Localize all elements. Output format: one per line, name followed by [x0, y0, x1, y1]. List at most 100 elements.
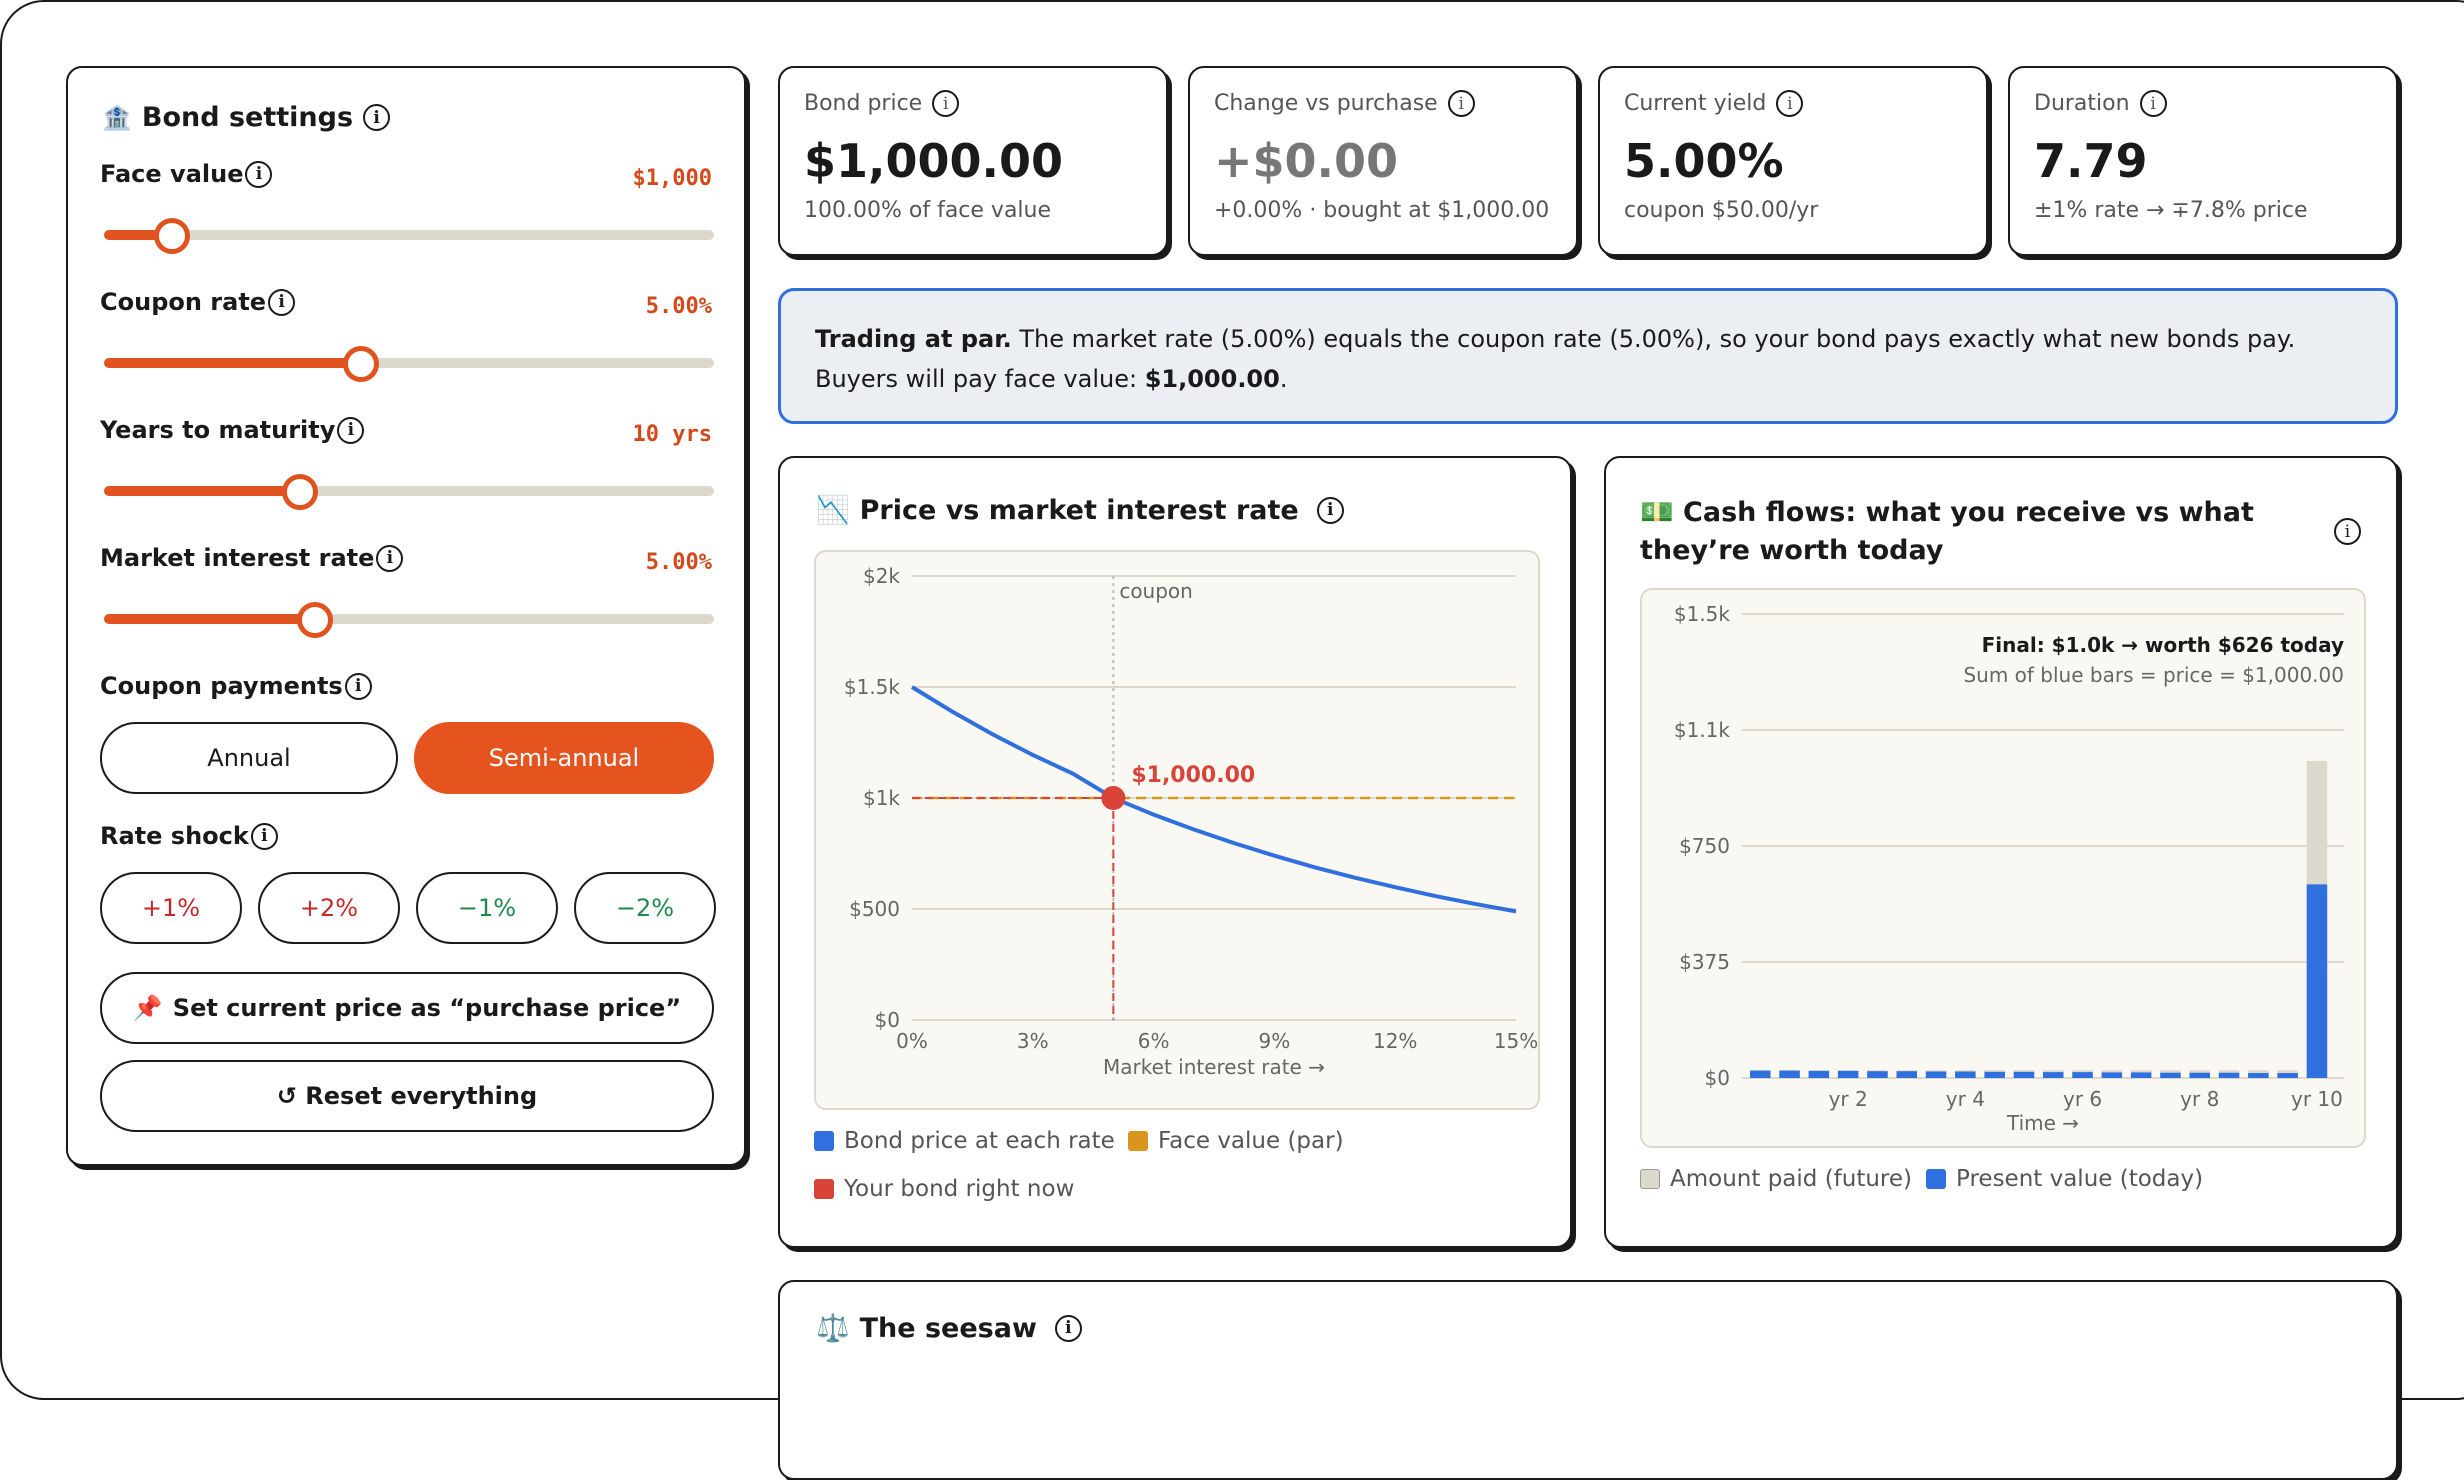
change-sub: +0.00% · bought at $1,000.00 — [1214, 198, 1550, 223]
cash-flow-chart-area: $0 $375 $750 $1.1k $1.5k yr 2 yr 4 yr 6 yr 8 yr 1… — [1640, 588, 2366, 1148]
present-value-bar — [1984, 1071, 2005, 1078]
final-annotation: Final: $1.0k → worth $626 today — [1982, 633, 2344, 657]
info-icon[interactable]: i — [245, 160, 273, 188]
banner-text: The market rate (5.00%) equals the coupo… — [815, 325, 2296, 393]
info-icon[interactable]: i — [337, 416, 365, 444]
y-tick-label: $1k — [863, 786, 900, 810]
y-tick-label: $1.1k — [1674, 718, 1731, 742]
bond-price-sub: 100.00% of face value — [804, 198, 1052, 223]
scale-icon: ⚖️ — [816, 1313, 850, 1344]
set-purchase-price-button[interactable]: 📌 Set current price as “purchase price” — [100, 972, 714, 1044]
market-rate-label: Market interest rate i — [100, 544, 404, 572]
face-value-label: Face value i — [100, 160, 273, 188]
info-icon[interactable]: i — [1447, 90, 1475, 117]
shock-minus-1-button[interactable]: −1% — [416, 872, 558, 944]
y-tick-label: $750 — [1679, 834, 1730, 858]
present-value-bar — [2043, 1072, 2064, 1078]
x-tick-label: yr 4 — [1946, 1087, 1985, 1111]
present-value-bar — [2101, 1072, 2123, 1078]
present-value-bar — [2189, 1072, 2211, 1078]
x-axis-label: Time → — [2006, 1111, 2079, 1135]
y-tick-label: $1.5k — [844, 675, 901, 699]
market-rate-slider[interactable] — [104, 602, 714, 638]
x-tick-label: yr 10 — [2291, 1087, 2343, 1111]
shock-plus-1-button[interactable]: +1% — [100, 872, 242, 944]
info-icon[interactable]: i — [268, 288, 296, 316]
x-tick-label: yr 2 — [1829, 1087, 1868, 1111]
present-value-bar — [2072, 1072, 2093, 1078]
slider-thumb[interactable] — [343, 346, 380, 382]
present-value-bar — [1808, 1070, 1830, 1078]
settings-title: 🏦 Bond settings i — [102, 102, 391, 133]
price-chart-card: 📉 Price vs market interest rate i $0 $500… — [778, 456, 1572, 1248]
coupon-rate-label: Coupon rate i — [100, 288, 296, 316]
x-tick-label: 3% — [1017, 1029, 1049, 1053]
slider-thumb[interactable] — [154, 218, 191, 254]
info-icon[interactable]: i — [2334, 518, 2361, 545]
info-icon[interactable]: i — [363, 104, 391, 131]
present-value-bar — [2248, 1073, 2269, 1078]
coupon-rate-slider[interactable] — [104, 346, 714, 382]
present-value-bar — [1867, 1071, 1888, 1078]
present-value-bar — [1837, 1070, 1859, 1078]
present-value-bar — [2013, 1071, 2035, 1078]
y-tick-label: $0 — [1705, 1066, 1730, 1090]
y-tick-label: $375 — [1679, 950, 1730, 974]
info-icon[interactable]: i — [2139, 90, 2167, 117]
seesaw-card: ⚖️ The seesaw i — [778, 1280, 2398, 1480]
status-banner: Trading at par. The market rate (5.00%) … — [778, 288, 2398, 424]
shock-minus-2-button[interactable]: −2% — [574, 872, 716, 944]
info-icon[interactable]: i — [344, 672, 372, 700]
cash-flow-card: 💵 Cash flows: what you receive vs what t… — [1604, 456, 2398, 1248]
price-curve — [910, 685, 1517, 914]
coupon-rate-readout: 5.00% — [645, 294, 712, 319]
banner-heading: Trading at par. — [815, 325, 1012, 353]
duration-value: 7.79 — [2034, 134, 2148, 188]
face-value-slider[interactable] — [104, 218, 714, 254]
x-tick-label: 6% — [1138, 1029, 1170, 1053]
money-icon: 💵 — [1640, 497, 1674, 528]
cash-flow-title: Cash flows: what you receive vs what the… — [1640, 497, 2254, 566]
current-yield-sub: coupon $50.00/yr — [1624, 198, 1819, 223]
x-tick-label: yr 8 — [2180, 1087, 2219, 1111]
sum-annotation: Sum of blue bars = price = $1,000.00 — [1963, 663, 2344, 687]
info-icon[interactable]: i — [1316, 496, 1344, 524]
shock-plus-2-button[interactable]: +2% — [258, 872, 400, 944]
reset-button[interactable]: ↺ Reset everything — [100, 1060, 714, 1132]
present-value-bar — [2306, 884, 2328, 1078]
legend-face-value: Face value (par) — [1128, 1128, 1344, 1154]
legend-amount-paid: Amount paid (future) — [1640, 1166, 1912, 1192]
present-value-bar — [2277, 1073, 2298, 1078]
slider-thumb[interactable] — [282, 474, 319, 510]
y-tick-label: $500 — [849, 897, 900, 921]
coupon-payments-label: Coupon payments i — [100, 672, 372, 700]
current-point-label: $1,000.00 — [1131, 763, 1255, 788]
x-tick-label: 12% — [1373, 1029, 1417, 1053]
info-icon[interactable]: i — [1776, 90, 1804, 117]
info-icon[interactable]: i — [376, 544, 404, 572]
annual-button[interactable]: Annual — [100, 722, 398, 794]
present-value-bar — [2160, 1072, 2181, 1078]
years-label: Years to maturity i — [100, 416, 365, 444]
x-tick-label: 0% — [896, 1029, 928, 1053]
y-tick-label: $1.5k — [1674, 602, 1731, 626]
info-icon[interactable]: i — [932, 90, 960, 117]
years-readout: 10 yrs — [632, 422, 712, 447]
slider-thumb[interactable] — [297, 602, 334, 638]
present-value-bar — [1955, 1071, 1976, 1078]
bond-price-value: $1,000.00 — [804, 134, 1063, 188]
present-value-bar — [2130, 1072, 2152, 1078]
years-slider[interactable] — [104, 474, 714, 510]
info-icon[interactable]: i — [1054, 1314, 1082, 1342]
chart-down-icon: 📉 — [816, 495, 850, 526]
cash-flow-chart-svg: $0 $375 $750 $1.1k $1.5k yr 2 yr 4 yr 6 yr 8 yr 1… — [1674, 602, 2344, 1135]
x-axis-label: Market interest rate → — [1103, 1055, 1325, 1079]
duration-card: Duration i 7.79 ±1% rate → ∓7.8% price — [2008, 66, 2398, 256]
info-icon[interactable]: i — [250, 822, 278, 850]
change-card: Change vs purchase i +$0.00 +0.00% · boug… — [1188, 66, 1578, 256]
present-value-bar — [1896, 1071, 1918, 1078]
y-tick-label: $0 — [875, 1008, 900, 1032]
x-tick-label: 15% — [1494, 1029, 1538, 1053]
face-value-readout: $1,000 — [632, 166, 712, 191]
semi-annual-button[interactable]: Semi-annual — [414, 722, 714, 794]
